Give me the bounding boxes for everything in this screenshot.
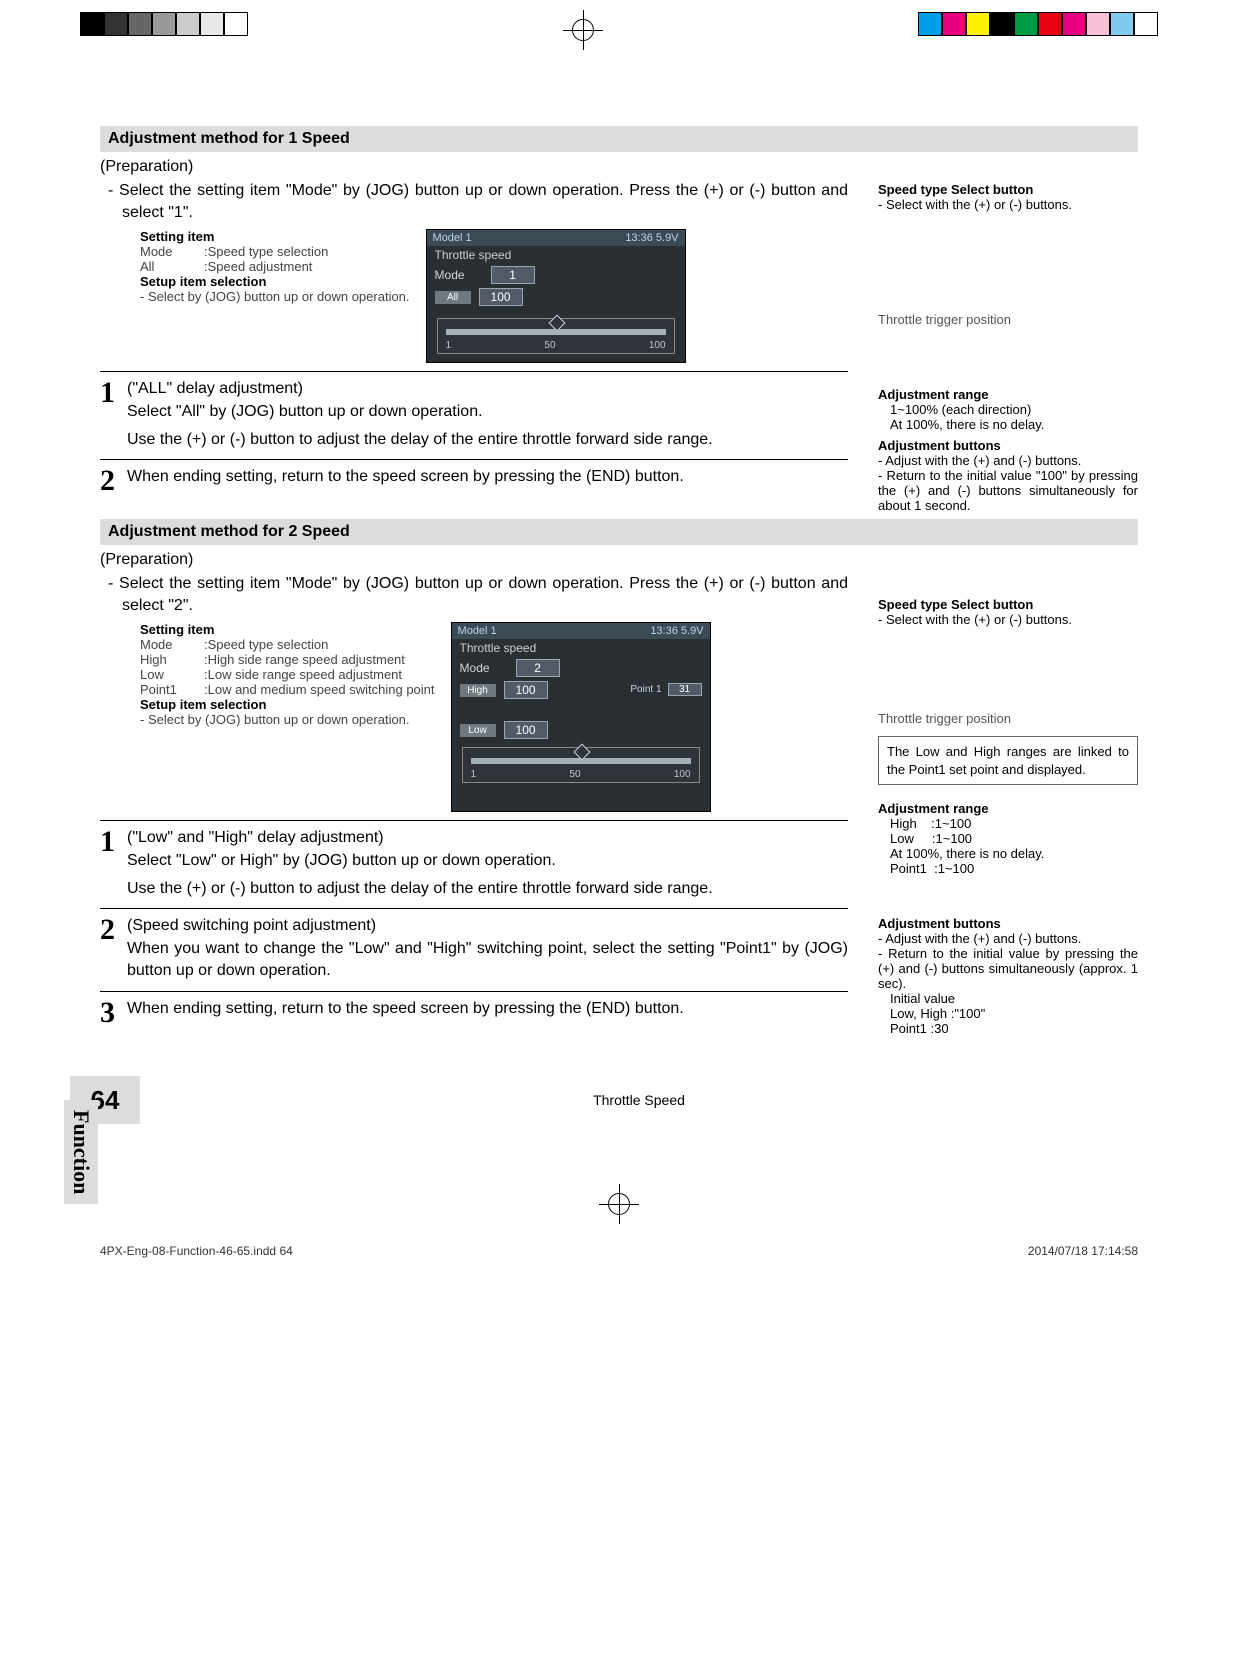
prep-instruction-2: - Select the setting item "Mode" by (JOG… [100, 573, 848, 616]
setup-item-title: Setup item selection [140, 274, 266, 289]
step2-1: 1 ("Low" and "High" delay adjustment) Se… [100, 820, 848, 900]
linked-range-note: The Low and High ranges are linked to th… [878, 736, 1138, 785]
setup-item-body: - Select by (JOG) button up or down oper… [140, 289, 410, 304]
setting-item-title: Setting item [140, 229, 214, 244]
step2-3: 3 When ending setting, return to the spe… [100, 991, 848, 1028]
step2-2: 2 (Speed switching point adjustment) Whe… [100, 908, 848, 982]
print-timestamp: 2014/07/18 17:14:58 [1028, 1244, 1138, 1258]
registration-cross-bottom-icon [599, 1184, 639, 1224]
prep-instruction: - Select the setting item "Mode" by (JOG… [100, 180, 848, 223]
step-2: 2 When ending setting, return to the spe… [100, 459, 848, 496]
preparation-label: (Preparation) [100, 158, 848, 176]
lcd-screenshot-2speed: Model 113:36 5.9V Throttle speed Mode2 H… [451, 622, 711, 812]
step-1: 1 ("ALL" delay adjustment) Select "All" … [100, 371, 848, 451]
lcd-screenshot-1speed: Model 113:36 5.9V Throttle speed Mode1 A… [426, 229, 686, 363]
print-metadata: 4PX-Eng-08-Function-46-65.indd 64 2014/0… [0, 1224, 1238, 1268]
section-header-2speed: Adjustment method for 2 Speed [100, 519, 1138, 545]
indd-filename: 4PX-Eng-08-Function-46-65.indd 64 [100, 1244, 293, 1258]
speed-select-title: Speed type Select button [878, 182, 1033, 197]
adj-range-title: Adjustment range [878, 387, 989, 402]
side-tab-function: Function [64, 1100, 98, 1204]
trigger-position-callout-2: Throttle trigger position [878, 711, 1138, 726]
setting-item-block: Setting item Mode:Speed type selection A… [100, 229, 410, 304]
section-header-1speed: Adjustment method for 1 Speed [100, 126, 1138, 152]
footer-title: Throttle Speed [140, 1092, 1138, 1108]
speed-select-body: - Select with the (+) or (-) buttons. [878, 197, 1138, 212]
preparation-label-2: (Preparation) [100, 551, 848, 569]
trigger-position-callout: Throttle trigger position [878, 312, 1138, 327]
setting-item-block-2: Setting item Mode:Speed type selection H… [100, 622, 435, 727]
adj-buttons-title: Adjustment buttons [878, 438, 1001, 453]
